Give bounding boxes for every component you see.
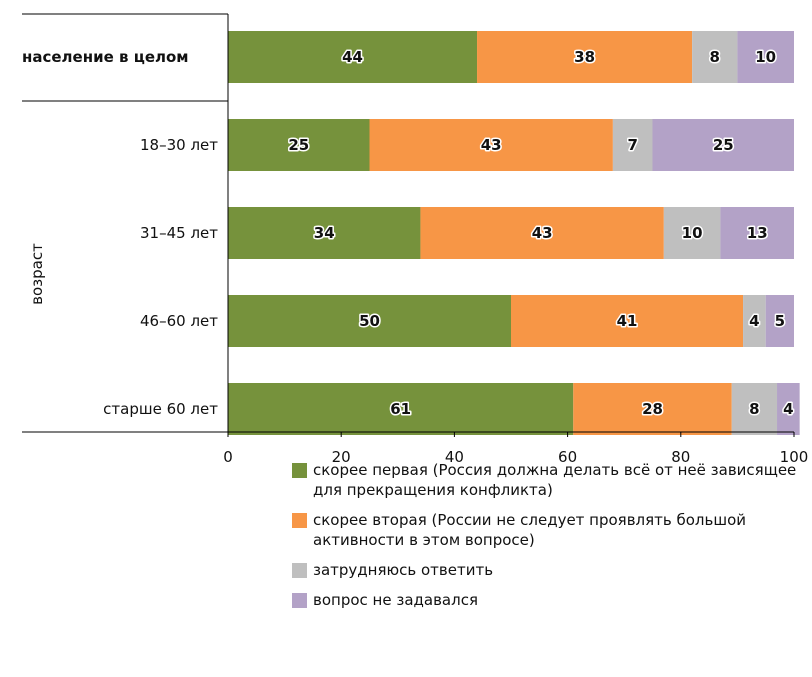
x-tick-label-100: 100	[780, 448, 809, 466]
data-label-3-2: 43	[532, 224, 553, 242]
legend-swatch-1	[292, 463, 307, 478]
bar-segment-5-2	[573, 383, 732, 435]
bar-segment-1-3	[692, 31, 738, 83]
bar-segment-3-1	[228, 207, 421, 259]
data-label-3-4: 13	[747, 224, 768, 242]
category-label-3: 31–45 лет	[140, 224, 218, 242]
category-label-5: старше 60 лет	[103, 400, 218, 418]
bar-segment-3-3	[663, 207, 721, 259]
x-tick-label-40: 40	[445, 448, 464, 466]
bar-segment-4-2	[511, 295, 744, 347]
data-label-4-2: 41	[617, 312, 638, 330]
data-label-4-4: 5	[775, 312, 785, 330]
legend-swatch-3	[292, 563, 307, 578]
legend-item-2: скорее вторая (России не следует проявля…	[292, 510, 807, 550]
data-label-1-3: 8	[710, 48, 720, 66]
data-label-2-1: 25	[288, 136, 309, 154]
bar-segment-3-2	[420, 207, 664, 259]
data-label-1-4: 10	[755, 48, 776, 66]
x-tick-label-0: 0	[223, 448, 233, 466]
data-label-3-1: 34	[314, 224, 335, 242]
x-tick-label-80: 80	[671, 448, 690, 466]
bar-segment-2-4	[652, 119, 794, 171]
x-tick-label-60: 60	[558, 448, 577, 466]
bar-segment-3-4	[720, 207, 794, 259]
data-label-1-1: 44	[342, 48, 363, 66]
legend-item-3: затрудняюсь ответить	[292, 560, 807, 580]
x-tick-label-20: 20	[332, 448, 351, 466]
bar-segment-2-1	[228, 119, 370, 171]
legend-label-3: затрудняюсь ответить	[313, 561, 494, 579]
category-label-2: 18–30 лет	[140, 136, 218, 154]
legend-swatch-2	[292, 513, 307, 528]
category-label-4: 46–60 лет	[140, 312, 218, 330]
legend-label-4: вопрос не задавался	[313, 591, 478, 609]
data-label-1-2: 38	[574, 48, 595, 66]
data-label-3-3: 10	[682, 224, 703, 242]
bar-segment-1-2	[477, 31, 693, 83]
legend-item-4: вопрос не задавался	[292, 590, 807, 610]
legend-label-1: скорее первая (Россия должна делать всё …	[313, 461, 797, 499]
bar-segment-1-4	[737, 31, 794, 83]
bar-segment-4-3	[743, 295, 766, 347]
bar-segment-4-4	[765, 295, 794, 347]
data-label-5-3: 8	[749, 400, 759, 418]
data-label-5-4: 4	[783, 400, 793, 418]
bar-segment-4-1	[228, 295, 511, 347]
bar-segment-5-4	[777, 383, 800, 435]
bar-segment-1-1	[228, 31, 478, 83]
data-label-5-1: 61	[390, 400, 411, 418]
legend-item-1: скорее первая (Россия должна делать всё …	[292, 460, 807, 500]
legend: скорее первая (Россия должна делать всё …	[292, 460, 807, 620]
data-label-2-2: 43	[481, 136, 502, 154]
data-label-2-4: 25	[713, 136, 734, 154]
bar-segment-5-1	[228, 383, 574, 435]
data-label-5-2: 28	[642, 400, 663, 418]
data-label-4-3: 4	[749, 312, 759, 330]
bar-segment-2-2	[369, 119, 613, 171]
category-label-1: население в целом	[22, 48, 189, 66]
bar-segment-2-3	[612, 119, 653, 171]
group-axis-label: возраст	[28, 243, 46, 305]
data-label-4-1: 50	[359, 312, 380, 330]
legend-label-2: скорее вторая (России не следует проявля…	[313, 511, 747, 549]
data-label-2-3: 7	[627, 136, 637, 154]
bar-segment-5-3	[731, 383, 778, 435]
legend-swatch-4	[292, 593, 307, 608]
